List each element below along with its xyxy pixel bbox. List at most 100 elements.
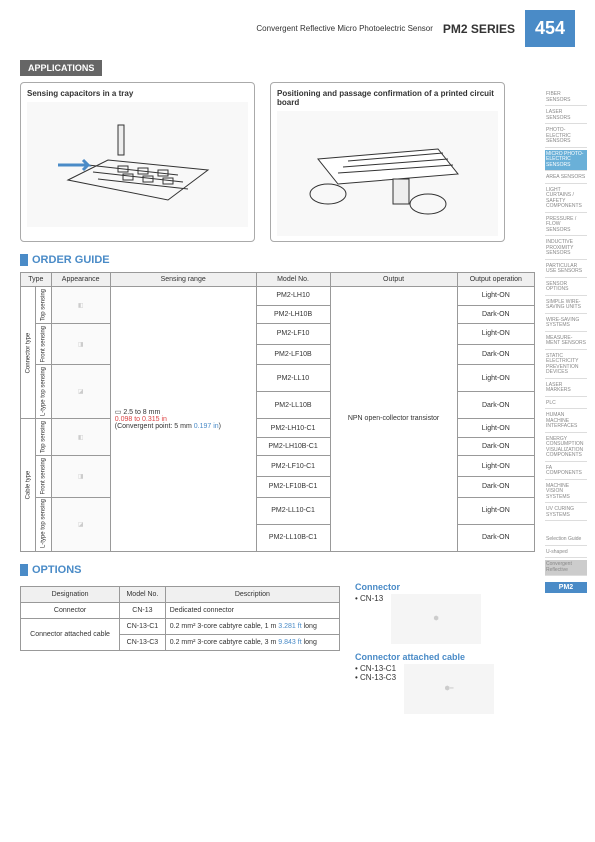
app-box-1: Sensing capacitors in a tray bbox=[20, 82, 255, 242]
connector-section: Connector • CN-13 ⬢ Connector attached c… bbox=[355, 582, 494, 714]
model-1: PM2-LH10B bbox=[256, 305, 330, 324]
sidebar-item[interactable]: SIMPLE WIRE-SAVING UNITS bbox=[545, 298, 587, 314]
sidebar-item[interactable]: HUMAN MACHINE INTERFACES bbox=[545, 411, 587, 433]
sidebar-item[interactable]: PLC bbox=[545, 399, 587, 410]
sensing-range-cell: ▭ 2.5 to 8 mm 0.098 to 0.315 in (Converg… bbox=[110, 287, 256, 552]
op-11: Dark-ON bbox=[457, 524, 534, 551]
op-2: Light-ON bbox=[457, 324, 534, 345]
sidebar-item[interactable]: INDUCTIVE PROXIMITY SENSORS bbox=[545, 238, 587, 260]
sidebar-item[interactable]: SENSOR OPTIONS bbox=[545, 280, 587, 296]
model-8: PM2-LF10-C1 bbox=[256, 456, 330, 477]
model-11: PM2-LL10B-C1 bbox=[256, 524, 330, 551]
sidebar-item[interactable]: PHOTO-ELECTRIC SENSORS bbox=[545, 126, 587, 148]
sidebar-item[interactable]: LASER MARKERS bbox=[545, 381, 587, 397]
cable-item-2: • CN-13-C3 bbox=[355, 673, 396, 682]
opt-model-0: CN-13 bbox=[120, 602, 166, 618]
col-type: Type bbox=[21, 273, 52, 287]
options-title: OPTIONS bbox=[20, 564, 535, 576]
sidebar-item[interactable]: STATIC ELECTRICITY PREVENTION DEVICES bbox=[545, 352, 587, 379]
op-4: Light-ON bbox=[457, 365, 534, 392]
options-table: Designation Model No. Description Connec… bbox=[20, 586, 340, 651]
sidebar-sel-item[interactable]: Convergent Reflective bbox=[545, 560, 587, 576]
opt-desc-0: Dedicated connector bbox=[165, 602, 339, 618]
sidebar-sel-item[interactable]: U-shaped bbox=[545, 548, 587, 559]
sidebar-item[interactable]: WIRE-SAVING SYSTEMS bbox=[545, 316, 587, 332]
model-5: PM2-LL10B bbox=[256, 392, 330, 419]
model-4: PM2-LL10 bbox=[256, 365, 330, 392]
page-number: 454 bbox=[525, 10, 575, 47]
model-6: PM2-LH10-C1 bbox=[256, 419, 330, 438]
connector-item: • CN-13 bbox=[355, 594, 383, 603]
order-guide-title: ORDER GUIDE bbox=[20, 254, 535, 266]
sidebar-item[interactable]: FA COMPONENTS bbox=[545, 464, 587, 480]
appearance-5: ◪ bbox=[51, 497, 110, 551]
col-model: Model No. bbox=[256, 273, 330, 287]
opt-desc-1: 0.2 mm² 3-core cabtyre cable, 1 m 3.281 … bbox=[165, 618, 339, 634]
sidebar-item[interactable]: FIBER SENSORS bbox=[545, 90, 587, 106]
appearance-4: ◨ bbox=[51, 456, 110, 497]
series-label: PM2 SERIES bbox=[443, 22, 515, 36]
subtype-0: Top sensing bbox=[36, 287, 51, 324]
col-op: Output operation bbox=[457, 273, 534, 287]
sidebar-item[interactable]: PARTICULAR USE SENSORS bbox=[545, 262, 587, 278]
sidebar-item[interactable]: ENERGY CONSUMPTION VISUALIZATION COMPONE… bbox=[545, 435, 587, 462]
sidebar-item[interactable]: PRESSURE / FLOW SENSORS bbox=[545, 215, 587, 237]
appearance-2: ◪ bbox=[51, 365, 110, 419]
col-appearance: Appearance bbox=[51, 273, 110, 287]
cable-item-1: • CN-13-C1 bbox=[355, 664, 396, 673]
sidebar-item[interactable]: MICRO PHOTO-ELECTRIC SENSORS bbox=[545, 150, 587, 172]
opt-desig-0: Connector bbox=[21, 602, 120, 618]
subtype-3: Top sensing bbox=[36, 419, 51, 456]
col-output: Output bbox=[330, 273, 457, 287]
sidebar-item[interactable]: LIGHT CURTAINS / SAFETY COMPONENTS bbox=[545, 186, 587, 213]
cable-title: Connector attached cable bbox=[355, 652, 494, 662]
opt-col-2: Description bbox=[165, 586, 339, 602]
type-cable: Cable type bbox=[21, 419, 36, 551]
opt-desc-2: 0.2 mm² 3-core cabtyre cable, 3 m 9.843 … bbox=[165, 634, 339, 650]
subtype-1: Front sensing bbox=[36, 324, 51, 365]
header-title: Convergent Reflective Micro Photoelectri… bbox=[256, 24, 433, 33]
subtype-2: L-type top sensing bbox=[36, 365, 51, 419]
app-title-2: Positioning and passage confirmation of … bbox=[277, 89, 498, 107]
model-10: PM2-LL10-C1 bbox=[256, 497, 330, 524]
page-header: Convergent Reflective Micro Photoelectri… bbox=[0, 0, 595, 52]
app-title-1: Sensing capacitors in a tray bbox=[27, 89, 248, 98]
connector-image: ⬢ bbox=[391, 594, 481, 644]
sidebar-item[interactable]: UV CURING SYSTEMS bbox=[545, 505, 587, 521]
subtype-5: L-type top sensing bbox=[36, 497, 51, 551]
order-guide-table: Type Appearance Sensing range Model No. … bbox=[20, 272, 535, 552]
sidebar-item[interactable]: MEASURE-MENT SENSORS bbox=[545, 334, 587, 350]
appearance-0: ◧ bbox=[51, 287, 110, 324]
opt-desig-1: Connector attached cable bbox=[21, 618, 120, 650]
op-1: Dark-ON bbox=[457, 305, 534, 324]
sidebar-item[interactable]: AREA SENSORS bbox=[545, 173, 587, 184]
appearance-3: ◧ bbox=[51, 419, 110, 456]
app-diagram-1 bbox=[27, 102, 248, 227]
op-6: Light-ON bbox=[457, 419, 534, 438]
opt-model-1: CN-13-C1 bbox=[120, 618, 166, 634]
op-10: Light-ON bbox=[457, 497, 534, 524]
op-5: Dark-ON bbox=[457, 392, 534, 419]
app-diagram-2 bbox=[277, 111, 498, 236]
cable-image: ⬢━ bbox=[404, 664, 494, 714]
model-2: PM2-LF10 bbox=[256, 324, 330, 345]
subtype-4: Front sensing bbox=[36, 456, 51, 497]
model-0: PM2-LH10 bbox=[256, 287, 330, 306]
appearance-1: ◨ bbox=[51, 324, 110, 365]
sidebar-item[interactable]: MACHINE VISION SYSTEMS bbox=[545, 482, 587, 504]
sidebar-badge: PM2 bbox=[545, 582, 587, 593]
type-connector: Connector type bbox=[21, 287, 36, 419]
model-9: PM2-LF10B-C1 bbox=[256, 477, 330, 498]
sidebar-sel-item[interactable]: Selection Guide bbox=[545, 535, 587, 546]
applications-row: Sensing capacitors in a tray Positioning… bbox=[20, 82, 535, 242]
opt-model-2: CN-13-C3 bbox=[120, 634, 166, 650]
op-9: Dark-ON bbox=[457, 477, 534, 498]
op-3: Dark-ON bbox=[457, 344, 534, 365]
output-cell: NPN open-collector transistor bbox=[330, 287, 457, 552]
model-7: PM2-LH10B-C1 bbox=[256, 437, 330, 456]
opt-col-0: Designation bbox=[21, 586, 120, 602]
app-box-2: Positioning and passage confirmation of … bbox=[270, 82, 505, 242]
sidebar-nav: FIBER SENSORS LASER SENSORS PHOTO-ELECTRIC… bbox=[545, 90, 587, 593]
sidebar-item[interactable]: LASER SENSORS bbox=[545, 108, 587, 124]
op-7: Dark-ON bbox=[457, 437, 534, 456]
